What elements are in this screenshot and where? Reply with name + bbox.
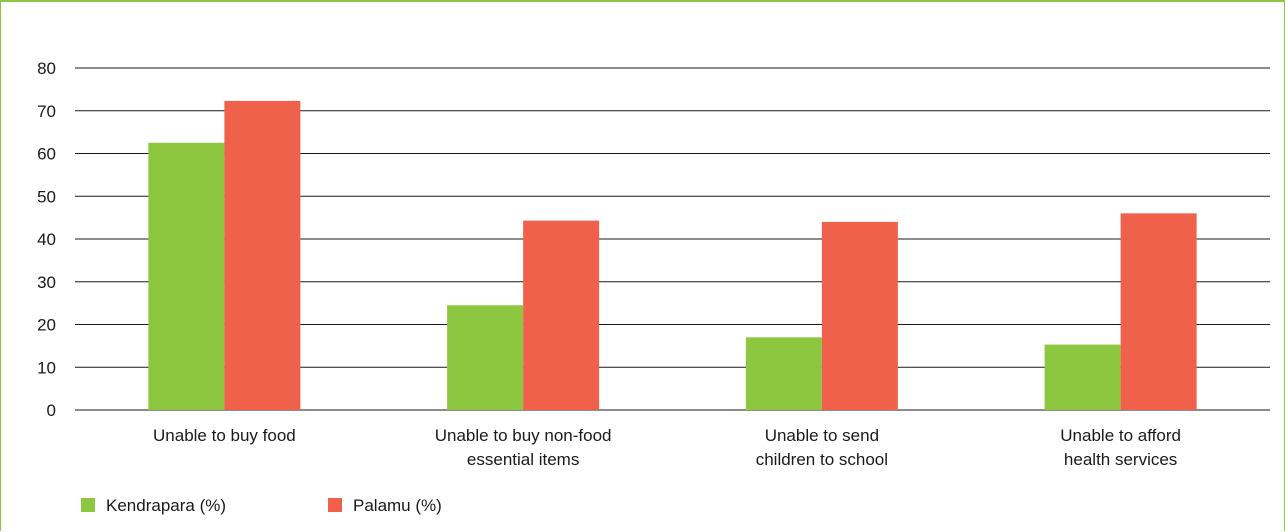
y-tick-label: 20 bbox=[37, 316, 56, 335]
bars bbox=[148, 100, 1197, 410]
legend-swatch-palamu bbox=[328, 498, 342, 512]
y-tick-label: 40 bbox=[37, 230, 56, 249]
y-tick-label: 10 bbox=[37, 358, 56, 377]
y-tick-label: 30 bbox=[37, 273, 56, 292]
y-tick-label: 60 bbox=[37, 145, 56, 164]
y-axis-ticks: 0 10 20 30 40 50 60 70 80 bbox=[37, 59, 56, 420]
x-category-label: Unable to buy non-food bbox=[435, 426, 612, 445]
bar-palamu-1 bbox=[523, 220, 600, 410]
x-category-label: essential items bbox=[467, 450, 579, 469]
x-category-label: Unable to send bbox=[765, 426, 879, 445]
x-category-label: health services bbox=[1064, 450, 1177, 469]
legend: Kendrapara (%) Palamu (%) bbox=[81, 496, 442, 515]
x-category-label: children to school bbox=[756, 450, 888, 469]
bar-kendrapara-1 bbox=[447, 305, 524, 410]
bar-kendrapara-0 bbox=[148, 142, 225, 410]
bar-palamu-2 bbox=[821, 221, 898, 410]
bar-palamu-3 bbox=[1120, 213, 1197, 410]
x-category-label: Unable to buy food bbox=[153, 426, 296, 445]
frame-top-border bbox=[0, 0, 1285, 2]
y-tick-label: 80 bbox=[37, 59, 56, 78]
bar-kendrapara-2 bbox=[745, 337, 822, 410]
legend-label-palamu: Palamu (%) bbox=[353, 496, 442, 515]
bar-kendrapara-3 bbox=[1044, 344, 1121, 410]
y-tick-label: 50 bbox=[37, 187, 56, 206]
x-category-label: Unable to afford bbox=[1060, 426, 1181, 445]
x-axis-labels: Unable to buy food Unable to buy non-food… bbox=[153, 426, 1181, 469]
bar-palamu-0 bbox=[224, 100, 301, 410]
legend-label-kendrapara: Kendrapara (%) bbox=[106, 496, 226, 515]
y-tick-label: 70 bbox=[37, 102, 56, 121]
legend-swatch-kendrapara bbox=[81, 498, 95, 512]
y-tick-label: 0 bbox=[47, 401, 56, 420]
